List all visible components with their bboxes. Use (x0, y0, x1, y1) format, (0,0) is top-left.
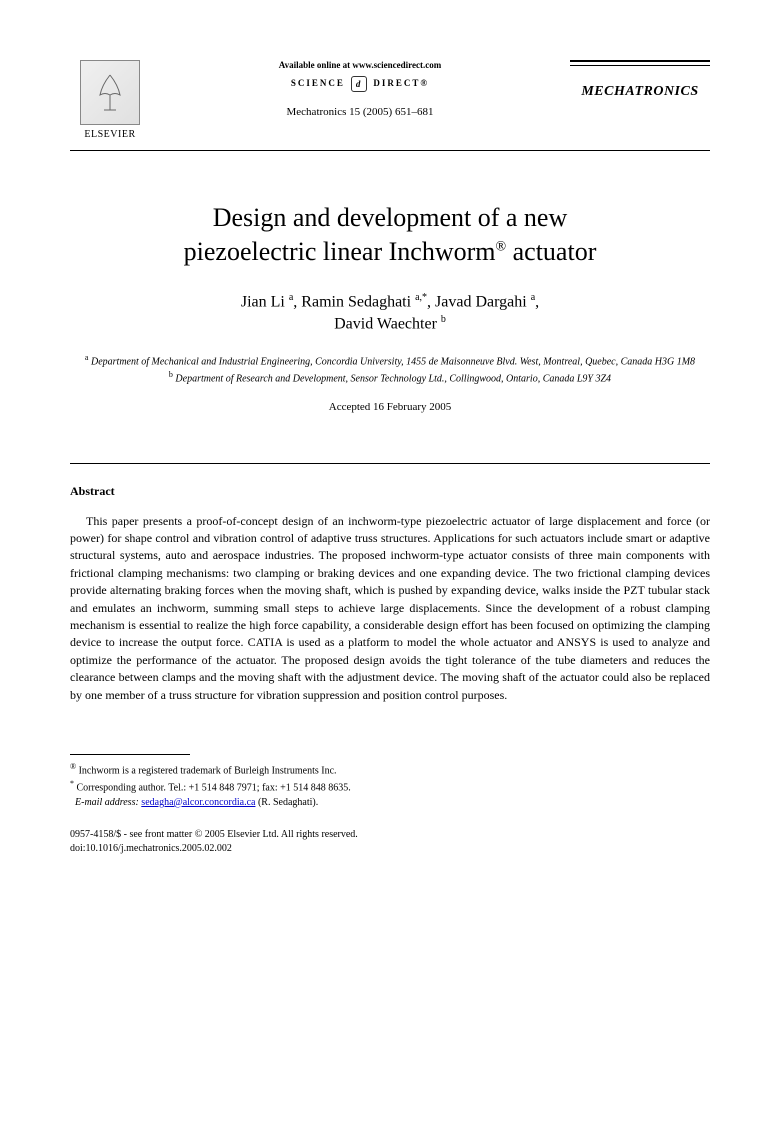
accepted-date: Accepted 16 February 2005 (70, 401, 710, 413)
author-4-aff: b (441, 314, 446, 325)
journal-rule-thin (570, 65, 710, 66)
abstract-heading: Abstract (70, 484, 710, 499)
publisher-block: ELSEVIER (70, 60, 150, 140)
available-online-text: Available online at www.sciencedirect.co… (170, 60, 550, 70)
footnotes: ® Inchworm is a registered trademark of … (70, 761, 710, 810)
article-title: Design and development of a new piezoele… (70, 201, 710, 269)
citation: Mechatronics 15 (2005) 651–681 (170, 106, 550, 118)
author-4: David Waechter (334, 316, 437, 333)
aff-b-sup: b (169, 370, 173, 379)
footnote-trademark: ® Inchworm is a registered trademark of … (70, 761, 710, 778)
title-line1: Design and development of a new (213, 203, 568, 232)
fn-corr-text: Corresponding author. Tel.: +1 514 848 7… (77, 783, 351, 794)
fn-tm-text: Inchworm is a registered trademark of Bu… (79, 765, 337, 776)
author-2: Ramin Sedaghati (301, 293, 411, 310)
aff-b-text: Department of Research and Development, … (175, 374, 611, 385)
footnote-divider (70, 754, 190, 755)
email-author: (R. Sedaghati). (258, 797, 318, 808)
page-header: ELSEVIER Available online at www.science… (70, 60, 710, 140)
author-1: Jian Li (241, 293, 285, 310)
abstract-divider (70, 463, 710, 464)
aff-a-sup: a (85, 353, 89, 362)
title-line2-post: actuator (506, 237, 596, 266)
issn-line: 0957-4158/$ - see front matter © 2005 El… (70, 828, 710, 842)
journal-rule-top (570, 60, 710, 62)
email-label: E-mail address: (75, 797, 139, 808)
sd-right: DIRECT® (373, 78, 429, 88)
author-2-aff: a,* (415, 292, 427, 303)
science-direct-logo: SCIENCE d DIRECT® (170, 76, 550, 92)
footnote-corresponding: * Corresponding author. Tel.: +1 514 848… (70, 778, 710, 795)
publisher-name: ELSEVIER (84, 129, 135, 140)
journal-name: MECHATRONICS (570, 84, 710, 100)
fn-corr-sup: * (70, 779, 74, 788)
doi-line: doi:10.1016/j.mechatronics.2005.02.002 (70, 842, 710, 856)
header-divider (70, 150, 710, 151)
sd-d-icon: d (351, 76, 367, 92)
aff-a-text: Department of Mechanical and Industrial … (91, 356, 695, 367)
footnote-email: E-mail address: sedagha@alcor.concordia.… (70, 796, 710, 810)
email-link[interactable]: sedagha@alcor.concordia.ca (141, 797, 255, 808)
page-footer: 0957-4158/$ - see front matter © 2005 El… (70, 828, 710, 856)
author-3-aff: a (531, 292, 535, 303)
title-trademark: ® (495, 239, 506, 254)
journal-block: MECHATRONICS (570, 60, 710, 100)
sd-left: SCIENCE (291, 78, 345, 88)
authors-list: Jian Li a, Ramin Sedaghati a,*, Javad Da… (70, 291, 710, 336)
fn-tm-sup: ® (70, 762, 76, 771)
author-1-aff: a (289, 292, 293, 303)
title-line2-pre: piezoelectric linear Inchworm (184, 237, 496, 266)
abstract-body: This paper presents a proof-of-concept d… (70, 513, 710, 704)
author-3: Javad Dargahi (435, 293, 527, 310)
elsevier-tree-icon (80, 60, 140, 125)
affiliations: a Department of Mechanical and Industria… (70, 352, 710, 387)
header-center: Available online at www.sciencedirect.co… (150, 60, 570, 118)
